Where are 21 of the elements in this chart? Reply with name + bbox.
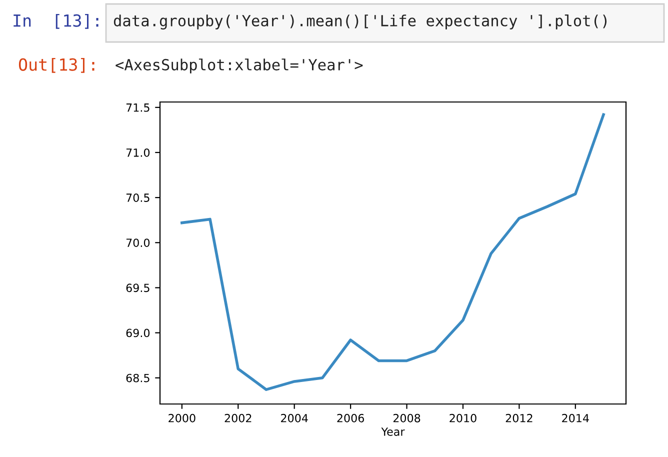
x-axis-title: Year bbox=[381, 428, 405, 436]
text: Out[13]: bbox=[18, 58, 94, 73]
text: <AxesSubplot:xlabel='Year'> bbox=[116, 58, 363, 74]
x-tick-label: 2004 bbox=[281, 414, 308, 422]
y-tick-label: 69.0 bbox=[126, 328, 150, 338]
y-tick-label: 69.5 bbox=[126, 284, 150, 292]
y-tick-label: 70.0 bbox=[126, 238, 150, 248]
y-tick-label: 71.5 bbox=[126, 104, 150, 112]
x-tick-label: 2008 bbox=[393, 414, 420, 422]
line-series bbox=[180, 113, 605, 391]
x-tick-label: 2012 bbox=[506, 414, 532, 422]
y-tick-label: 71.0 bbox=[126, 148, 150, 157]
text: data.groupby('Year').mean()['Life expectancy '].plot() bbox=[114, 14, 607, 30]
x-tick-label: 2000 bbox=[168, 414, 196, 422]
x-tick-label: 2002 bbox=[224, 414, 252, 422]
y-tick-label: 68.5 bbox=[126, 374, 150, 382]
y-tick-label: 70.5 bbox=[126, 194, 150, 202]
x-tick-label: 2006 bbox=[337, 414, 364, 422]
x-tick-label: 2014 bbox=[562, 414, 589, 422]
x-tick-label: 2010 bbox=[450, 414, 476, 422]
text: In [13]: bbox=[14, 14, 98, 29]
